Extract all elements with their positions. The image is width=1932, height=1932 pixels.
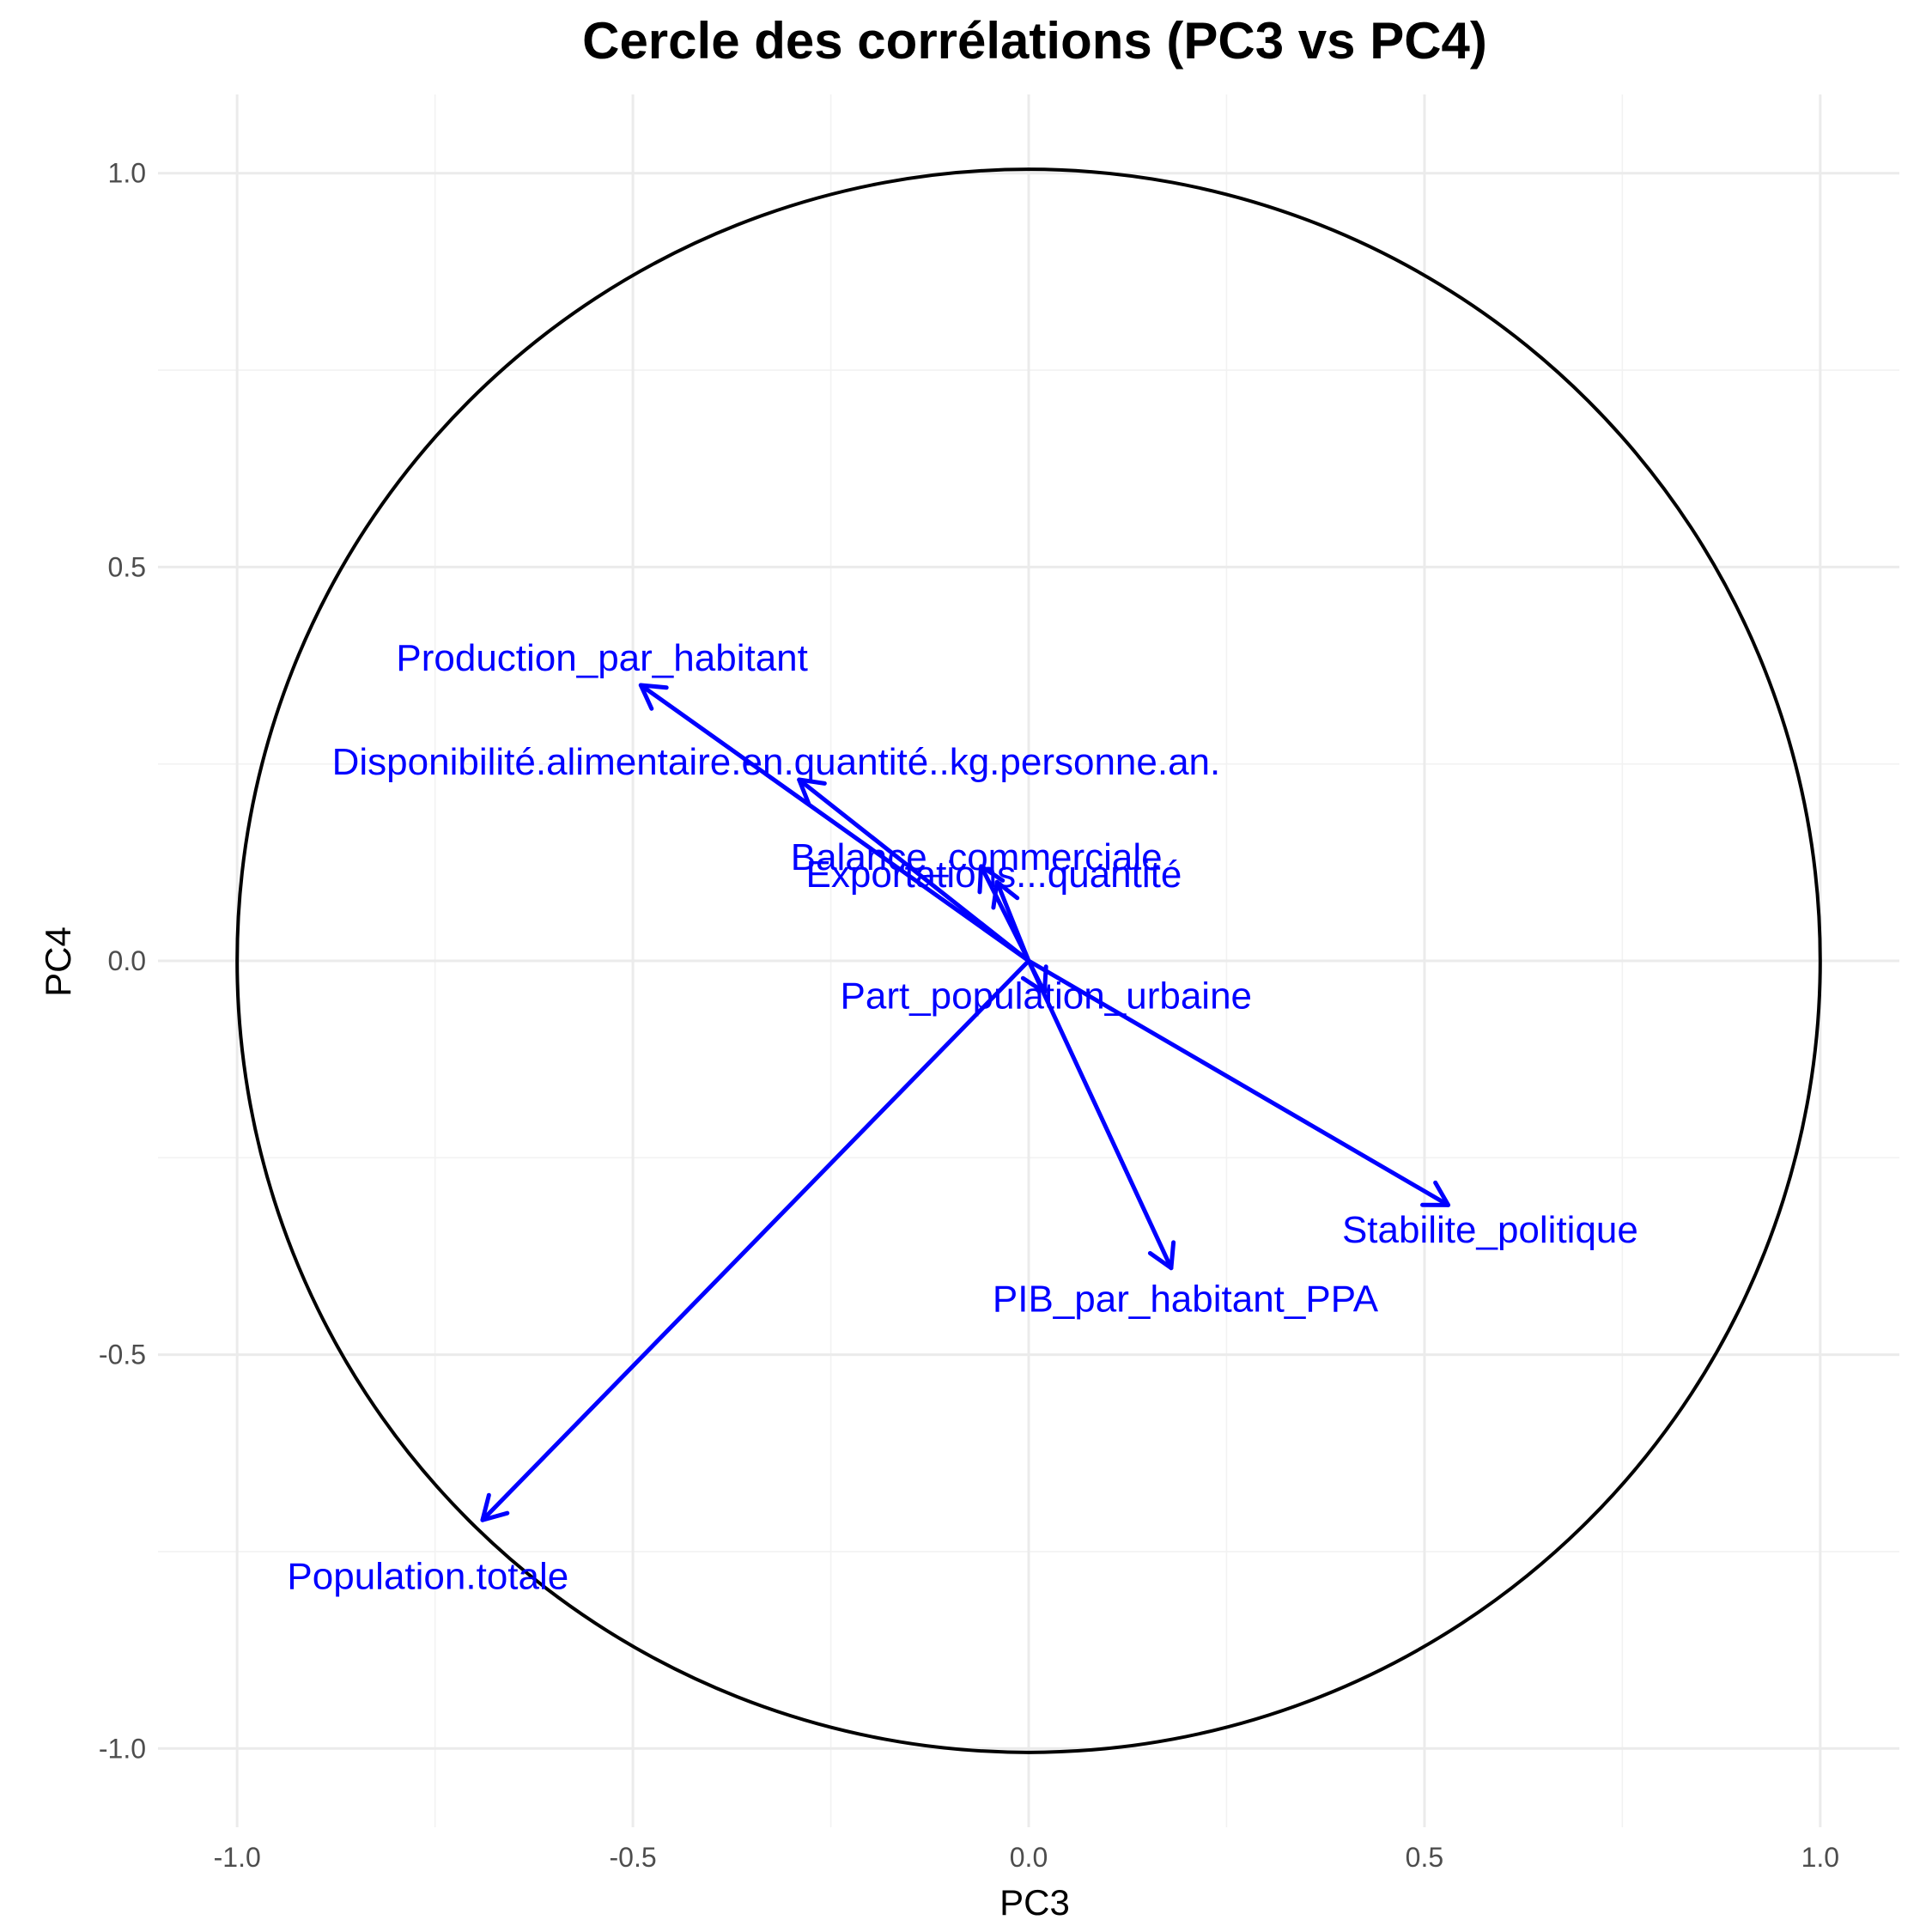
chart-title: Cercle des corrélations (PC3 vs PC4) [582, 12, 1487, 70]
arrow-3 [991, 879, 1031, 963]
arrow-5 [1026, 958, 1451, 1207]
x-axis-title: PC3 [999, 1882, 1070, 1923]
arrow-shaft [1026, 958, 1451, 1207]
variable-label: PIB_par_habitant_PPA [993, 1279, 1379, 1321]
arrow-head [977, 864, 1005, 895]
x-tick-label: -1.0 [214, 1842, 261, 1873]
arrow-head [638, 683, 669, 711]
variable-label: Stabilite_politique [1342, 1209, 1638, 1251]
variable-label: Exportations...quantité [806, 854, 1182, 896]
y-tick-label: 0.0 [108, 945, 146, 976]
arrow-head [480, 1492, 510, 1522]
arrow-head [797, 777, 827, 806]
variable-label: Part_population_urbaine [841, 975, 1253, 1017]
x-tick-label: 0.5 [1406, 1842, 1443, 1873]
arrow-shaft [994, 879, 1031, 963]
y-tick-label: 0.5 [108, 551, 146, 582]
arrow-head [1147, 1240, 1176, 1271]
x-tick-label: -0.5 [610, 1842, 657, 1873]
arrow-head [1420, 1180, 1451, 1207]
variable-labels: Production_par_habitant Disponibilité.ali… [287, 637, 1637, 1598]
tick-labels: -1.0 -0.5 0.0 0.5 1.0 -1.0 -0.5 0.0 0.5 1.0 [99, 158, 1839, 1873]
arrow-head [991, 879, 1020, 910]
arrow-shaft [480, 958, 1031, 1522]
variable-label: Disponibilité.alimentaire.en.quantité..k… [332, 741, 1221, 783]
y-tick-label: 1.0 [108, 158, 146, 189]
unit-circle [235, 167, 1822, 1754]
x-tick-label: 0.0 [1010, 1842, 1048, 1873]
arrow-6 [1026, 958, 1176, 1271]
arrow-0 [638, 683, 1031, 963]
arrow-7 [480, 958, 1031, 1522]
y-tick-label: -1.0 [99, 1733, 146, 1764]
arrow-1 [797, 777, 1031, 963]
loading-vectors [480, 683, 1451, 1522]
arrow-shaft [1026, 958, 1174, 1271]
variable-label: Production_par_habitant [396, 637, 807, 679]
y-tick-label: -0.5 [99, 1340, 146, 1370]
variable-label: Population.totale [287, 1555, 568, 1597]
y-axis-title: PC4 [38, 927, 78, 997]
variable-label: Balance_commerciale [791, 836, 1163, 878]
arrow-shaft [638, 683, 1031, 963]
x-tick-label: 1.0 [1801, 1842, 1839, 1873]
arrow-shaft [797, 777, 1031, 963]
